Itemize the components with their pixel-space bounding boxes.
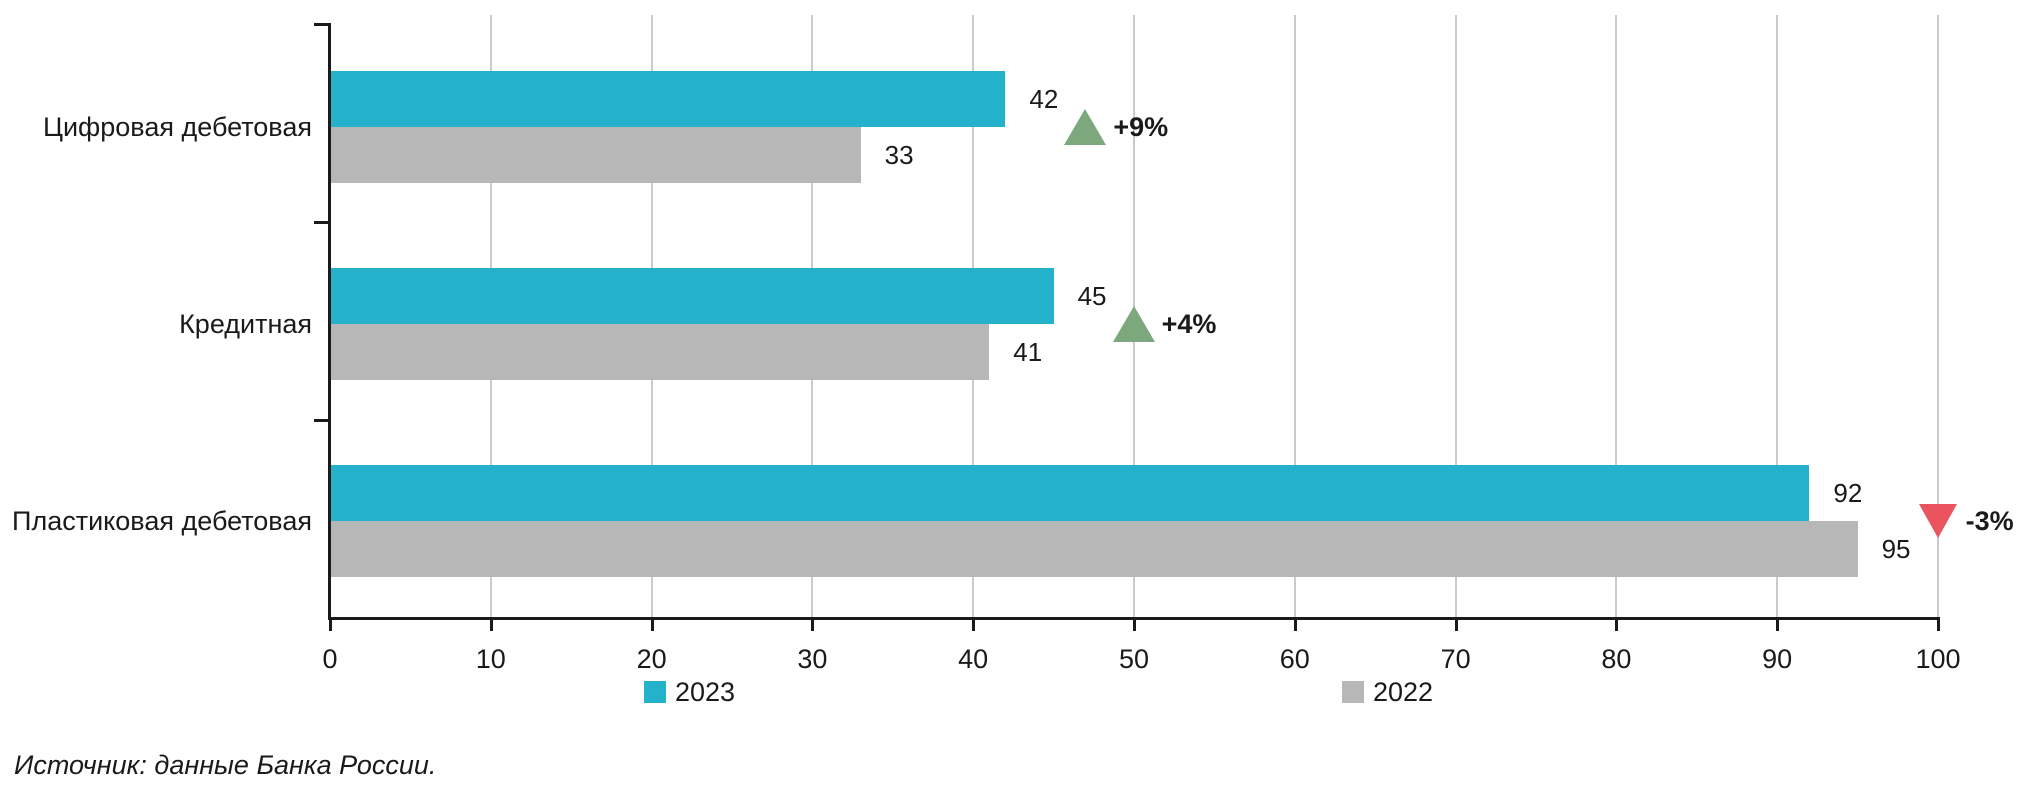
bar-value-label: 33 bbox=[884, 140, 914, 170]
gridline-70 bbox=[1454, 15, 1457, 617]
bar-value-label: 92 bbox=[1833, 478, 1863, 508]
bar-value-label: 95 bbox=[1881, 534, 1911, 564]
bar-2023 bbox=[330, 465, 1810, 521]
y-axis bbox=[328, 23, 331, 620]
x-axis-tick bbox=[1937, 617, 1940, 631]
x-axis-tick bbox=[650, 617, 654, 631]
y-axis-tick bbox=[314, 419, 329, 422]
x-tick-label-40: 40 bbox=[958, 644, 989, 674]
bar-2022 bbox=[330, 521, 1858, 577]
gridline-90 bbox=[1776, 15, 1779, 617]
x-tick-label-60: 60 bbox=[1279, 644, 1310, 674]
y-axis-tick bbox=[314, 221, 329, 224]
source-note: Источник: данные Банка России. bbox=[14, 750, 437, 780]
x-tick-label-10: 10 bbox=[475, 644, 506, 674]
x-axis-tick bbox=[1293, 617, 1297, 631]
legend-item-2022: 2022 bbox=[1342, 677, 1433, 707]
x-axis-tick bbox=[1615, 617, 1619, 631]
change-label: +9% bbox=[1113, 112, 1169, 142]
x-axis-tick bbox=[329, 617, 332, 631]
legend-label-2022: 2022 bbox=[1373, 677, 1434, 707]
x-axis-tick bbox=[811, 617, 815, 631]
x-tick-label-50: 50 bbox=[1118, 644, 1150, 674]
gridline-80 bbox=[1615, 15, 1618, 617]
bar-2022 bbox=[330, 127, 861, 183]
bar-value-label: 42 bbox=[1029, 84, 1059, 114]
category-label: Кредитная bbox=[179, 309, 312, 339]
legend-swatch-2023 bbox=[644, 681, 666, 703]
gridline-100 bbox=[1937, 15, 1939, 617]
x-tick-label-70: 70 bbox=[1440, 644, 1471, 674]
x-axis-tick bbox=[1133, 617, 1136, 631]
legend-item-2023: 2023 bbox=[644, 677, 735, 707]
bar-2023 bbox=[330, 268, 1054, 324]
x-tick-label-90: 90 bbox=[1762, 644, 1793, 674]
x-tick-label-80: 80 bbox=[1601, 644, 1632, 674]
y-axis-tick bbox=[314, 23, 329, 26]
bar-value-label: 41 bbox=[1013, 337, 1043, 367]
x-tick-label-100: 100 bbox=[1915, 644, 1961, 674]
bar-2022 bbox=[330, 324, 990, 380]
change-down-icon bbox=[1918, 504, 1957, 538]
category-label: Цифровая дебетовая bbox=[43, 112, 312, 142]
legend-swatch-2022 bbox=[1342, 681, 1364, 703]
x-tick-label-30: 30 bbox=[797, 644, 828, 674]
category-label: Пластиковая дебетовая bbox=[12, 506, 312, 536]
x-tick-label-20: 20 bbox=[636, 644, 667, 674]
x-axis-tick bbox=[972, 617, 976, 631]
x-axis-tick bbox=[489, 617, 493, 631]
legend-label-2023: 2023 bbox=[675, 677, 736, 707]
bar-2023 bbox=[330, 71, 1006, 127]
change-up-icon bbox=[1064, 109, 1107, 145]
x-axis-tick bbox=[1454, 617, 1458, 631]
bar-value-label: 45 bbox=[1077, 281, 1107, 311]
change-up-icon bbox=[1112, 306, 1155, 342]
gridline-60 bbox=[1293, 15, 1296, 617]
change-label: +4% bbox=[1161, 309, 1217, 339]
x-tick-label-0: 0 bbox=[322, 644, 338, 674]
change-label: -3% bbox=[1965, 506, 2014, 536]
x-axis-tick bbox=[1776, 617, 1780, 631]
